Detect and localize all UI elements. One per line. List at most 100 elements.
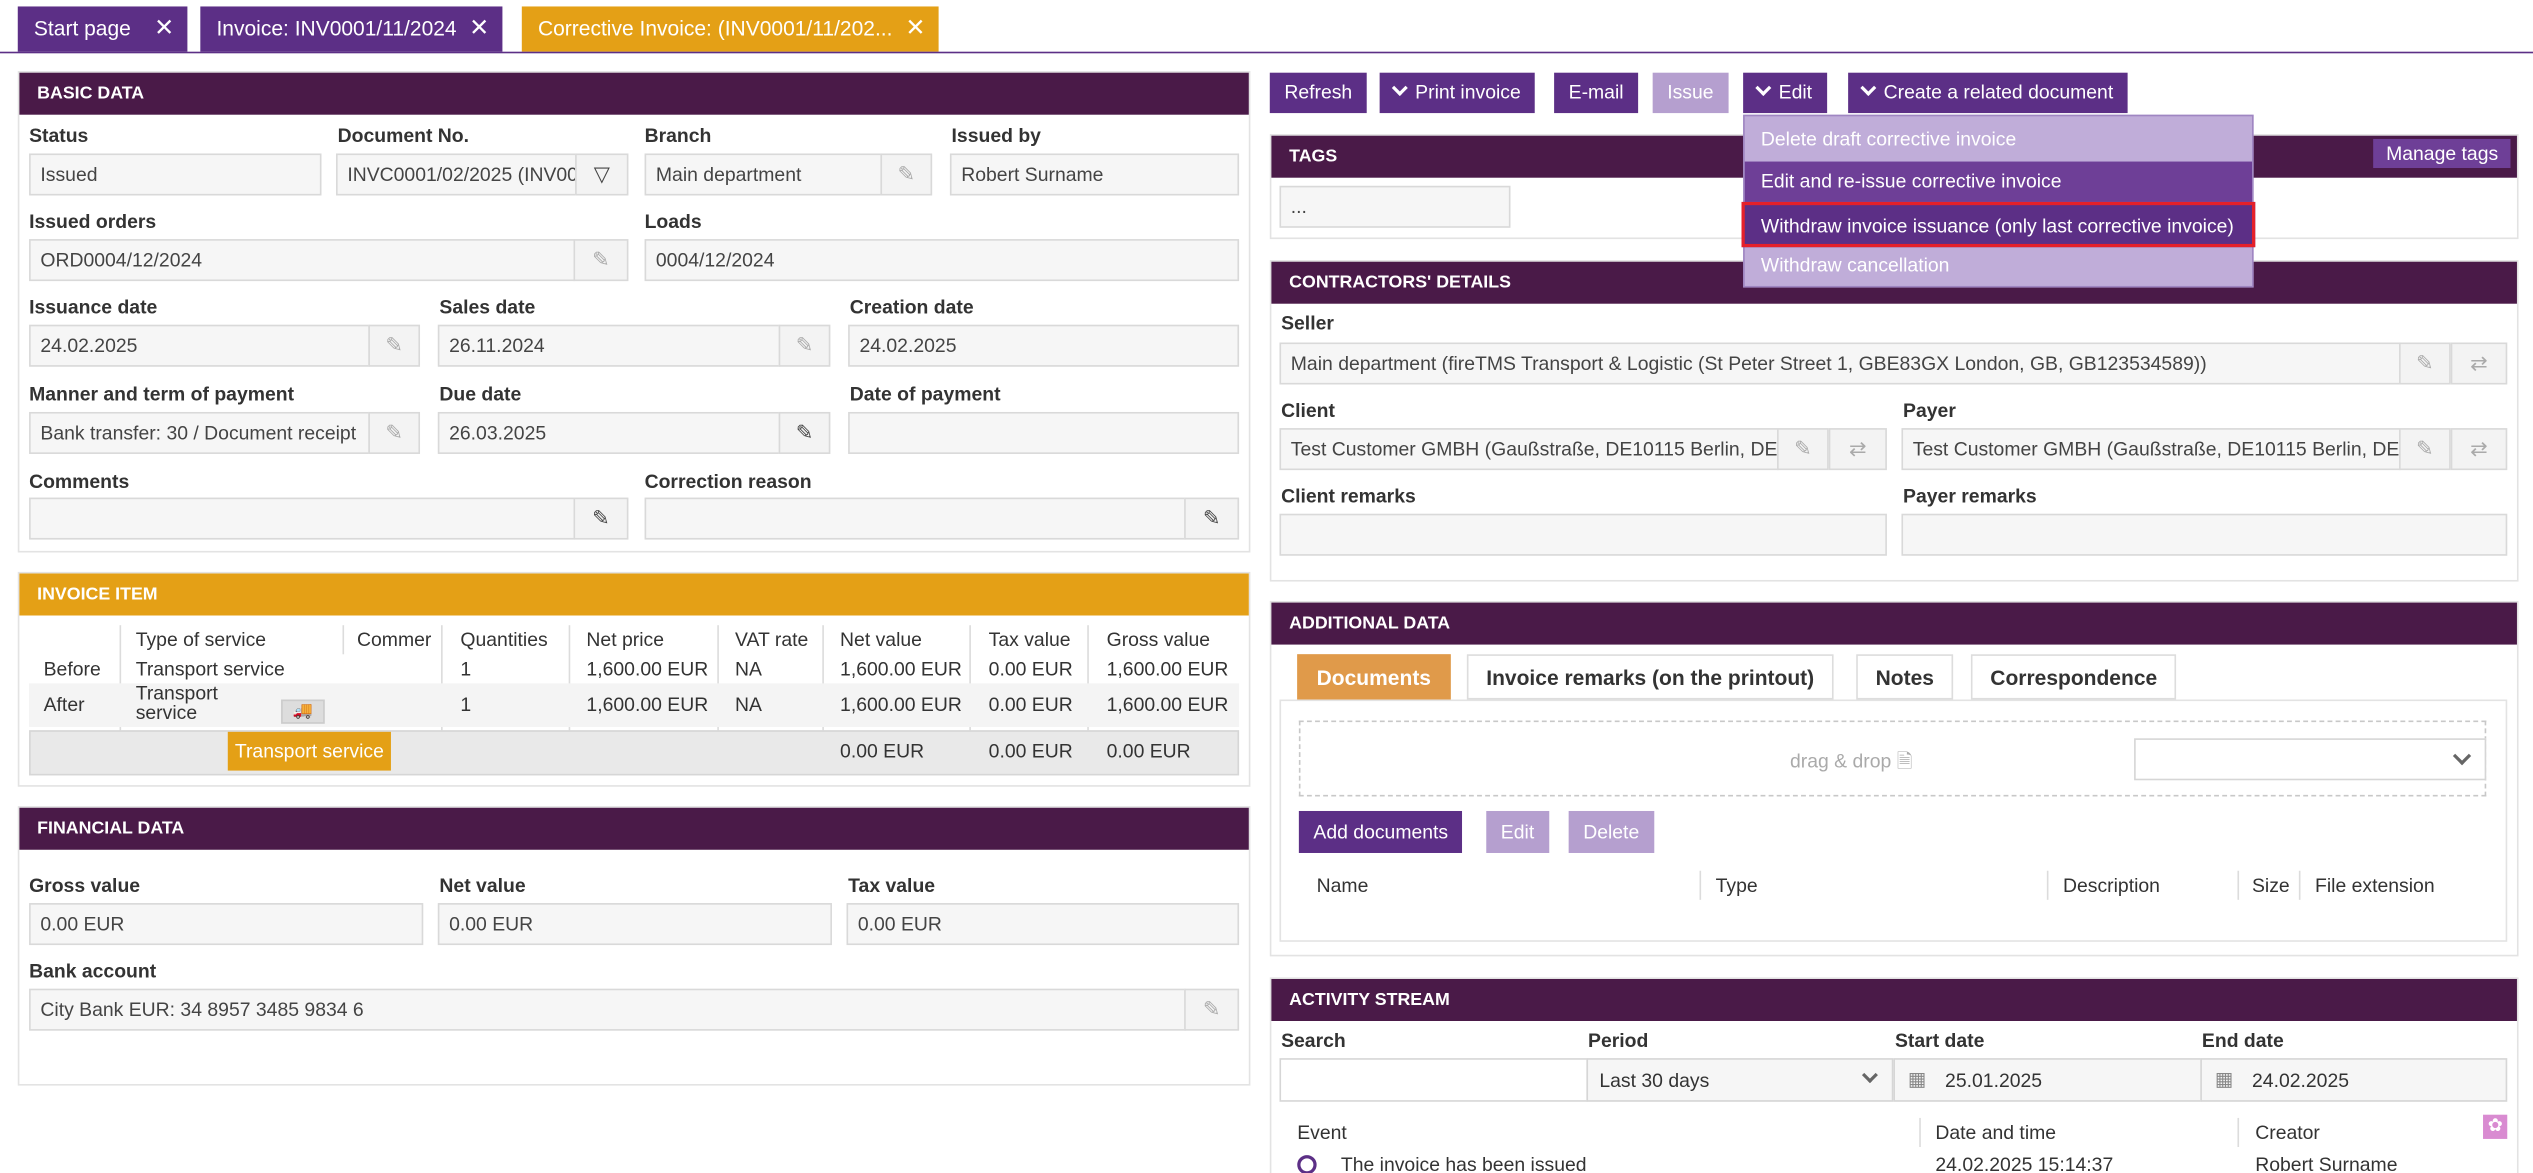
- issue-button[interactable]: Issue: [1652, 72, 1729, 114]
- client-remarks-field[interactable]: [1279, 513, 1887, 556]
- edit-icon[interactable]: ✎: [778, 324, 831, 367]
- issued-by-field: Robert Surname: [949, 153, 1240, 196]
- tab-invoice-remarks[interactable]: Invoice remarks (on the printout): [1466, 654, 1834, 700]
- column-header: Description: [2062, 873, 2160, 897]
- edit-icon[interactable]: ✎: [880, 153, 933, 196]
- gross-cell: 1,600.00 EUR: [1106, 693, 1229, 716]
- tax-value-label: Tax value: [848, 873, 936, 897]
- panel-title: ADDITIONAL DATA: [1271, 602, 2517, 645]
- swap-icon[interactable]: ⇄: [1828, 428, 1887, 471]
- refresh-button[interactable]: Refresh: [1269, 72, 1367, 114]
- swap-icon[interactable]: ⇄: [2450, 342, 2508, 385]
- due-date-field: 26.03.2025: [437, 411, 781, 454]
- document-type-select[interactable]: [2134, 738, 2487, 781]
- edit-icon[interactable]: ✎: [778, 411, 831, 454]
- tab-corrective-invoice[interactable]: Corrective Invoice: (INV0001/11/202... ✕: [521, 6, 939, 52]
- tab-label: Start page: [33, 16, 131, 41]
- tab-bar-line: [0, 51, 2533, 54]
- status-label: Status: [29, 124, 89, 148]
- issued-orders-label: Issued orders: [29, 210, 157, 233]
- loads-field: 0004/12/2024: [644, 239, 1240, 282]
- settings-icon[interactable]: ✿: [2483, 1114, 2508, 1139]
- payer-remarks-field[interactable]: [1901, 513, 2508, 556]
- menu-item-withdraw-cancellation[interactable]: Withdraw cancellation: [1760, 253, 1950, 277]
- close-icon[interactable]: ✕: [905, 14, 926, 43]
- payer-remarks-label: Payer remarks: [1903, 484, 2037, 508]
- add-documents-button[interactable]: Add documents: [1298, 810, 1463, 853]
- filter-icon[interactable]: ▽: [575, 153, 629, 196]
- edit-document-button[interactable]: Edit: [1486, 810, 1549, 853]
- close-icon[interactable]: ✕: [154, 14, 175, 43]
- period-label: Period: [1588, 1029, 1649, 1052]
- email-button[interactable]: E-mail: [1554, 72, 1639, 114]
- truck-icon[interactable]: 🚚: [281, 699, 325, 724]
- tab-label: Invoice: INV0001/11/2024: [216, 16, 457, 41]
- edit-icon[interactable]: ✎: [2399, 342, 2451, 385]
- period-select[interactable]: Last 30 days: [1586, 1058, 1894, 1102]
- end-date-field[interactable]: ▦ 24.02.2025: [2200, 1058, 2508, 1102]
- document-no-label: Document No.: [337, 124, 470, 148]
- bank-account-label: Bank account: [29, 959, 157, 983]
- drop-zone-text: drag & drop: [1789, 749, 1892, 773]
- price-cell: 1,600.00 EUR: [586, 657, 709, 681]
- issued-orders-field: ORD0004/12/2024: [29, 239, 576, 282]
- start-date-value: 25.01.2025: [1945, 1069, 2043, 1093]
- edit-icon[interactable]: ✎: [368, 411, 421, 454]
- edit-icon[interactable]: ✎: [1184, 497, 1240, 540]
- tab-invoice[interactable]: Invoice: INV0001/11/2024 ✕: [200, 6, 503, 52]
- net-cell: 1,600.00 EUR: [840, 693, 962, 716]
- close-icon[interactable]: ✕: [469, 14, 490, 43]
- chevron-down-icon: [1861, 1067, 1878, 1084]
- qty-cell: 1: [460, 657, 472, 681]
- comments-field[interactable]: [29, 497, 576, 540]
- panel-title: BASIC DATA: [19, 72, 1249, 115]
- file-icon: 🗎: [1896, 749, 1913, 773]
- search-input[interactable]: [1279, 1058, 1589, 1102]
- payment-field: Bank transfer: 30 / Document receipt: [29, 411, 370, 454]
- payer-field: Test Customer GMBH (Gaußstraße, DE10115 …: [1901, 428, 2401, 471]
- branch-label: Branch: [644, 124, 712, 148]
- drop-zone-label: drag & drop 🗎: [1790, 746, 1912, 780]
- menu-item-withdraw-issuance[interactable]: Withdraw invoice issuance (only last cor…: [1741, 201, 2256, 248]
- event-creator: Robert Surname: [2255, 1153, 2398, 1173]
- edit-icon[interactable]: ✎: [2399, 428, 2451, 471]
- edit-icon[interactable]: ✎: [1184, 988, 1240, 1031]
- menu-item-delete-draft[interactable]: Delete draft corrective invoice: [1760, 127, 2017, 151]
- create-related-document-button[interactable]: Create a related document: [1848, 72, 2128, 114]
- chevron-down-icon: [1755, 80, 1772, 97]
- edit-icon[interactable]: ✎: [368, 324, 421, 367]
- search-label: Search: [1281, 1029, 1346, 1052]
- button-label: Create a related document: [1883, 80, 2114, 104]
- client-label: Client: [1281, 399, 1335, 422]
- tab-documents[interactable]: Documents: [1297, 654, 1451, 700]
- delete-document-button[interactable]: Delete: [1568, 810, 1654, 853]
- tags-input[interactable]: ...: [1279, 185, 1511, 228]
- end-date-value: 24.02.2025: [2252, 1069, 2350, 1093]
- tab-notes[interactable]: Notes: [1856, 654, 1954, 700]
- date-of-payment-field[interactable]: [848, 411, 1240, 454]
- document-no-field: INVC0001/02/2025 (INV0001/11/2024): [336, 153, 577, 196]
- column-header: Type: [1715, 873, 1758, 897]
- manage-tags-button[interactable]: Manage tags: [2373, 138, 2512, 169]
- column-header: Event: [1297, 1121, 1347, 1144]
- print-invoice-button[interactable]: Print invoice: [1379, 72, 1536, 114]
- swap-icon[interactable]: ⇄: [2450, 428, 2508, 471]
- edit-icon[interactable]: ✎: [1777, 428, 1829, 471]
- sales-date-field: 26.11.2024: [437, 324, 781, 367]
- start-date-field[interactable]: ▦ 25.01.2025: [1893, 1058, 2202, 1102]
- column-header: Date and time: [1935, 1121, 2057, 1144]
- correction-reason-field[interactable]: [644, 497, 1186, 540]
- edit-icon[interactable]: ✎: [573, 497, 629, 540]
- tab-start-page[interactable]: Start page ✕: [17, 6, 188, 52]
- panel-title: ACTIVITY STREAM: [1271, 978, 2517, 1021]
- column-header: Net price: [586, 628, 665, 652]
- tab-correspondence[interactable]: Correspondence: [1970, 654, 2177, 700]
- column-header: Type of service: [135, 628, 267, 652]
- edit-button[interactable]: Edit: [1743, 72, 1827, 114]
- menu-item-edit-reissue[interactable]: Edit and re-issue corrective invoice: [1744, 161, 2253, 202]
- qty-cell: 1: [460, 693, 472, 716]
- net-cell: 1,600.00 EUR: [840, 657, 962, 681]
- button-label: Print invoice: [1415, 80, 1521, 104]
- edit-icon[interactable]: ✎: [573, 239, 629, 282]
- column-header: VAT rate: [735, 628, 809, 652]
